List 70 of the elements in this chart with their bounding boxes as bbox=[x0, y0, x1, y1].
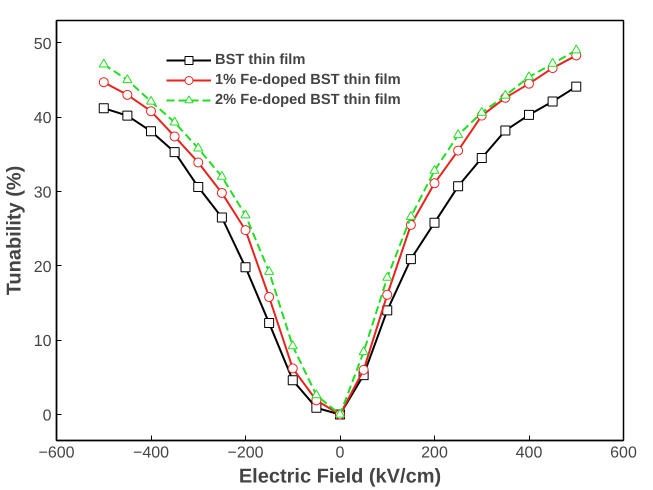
point bbox=[170, 116, 180, 126]
y-tick-label: 30 bbox=[34, 184, 52, 202]
point bbox=[216, 170, 227, 180]
point bbox=[571, 82, 582, 92]
point bbox=[382, 272, 392, 281]
point bbox=[311, 389, 322, 398]
x-tick-label: 400 bbox=[516, 444, 542, 462]
point bbox=[193, 157, 204, 168]
y-tick-label: 50 bbox=[34, 36, 52, 53]
point bbox=[430, 178, 440, 188]
point bbox=[146, 106, 156, 116]
x-tick-label: 600 bbox=[610, 444, 637, 462]
point bbox=[98, 103, 109, 114]
point bbox=[382, 305, 392, 316]
point bbox=[264, 266, 274, 275]
point bbox=[406, 211, 416, 220]
point bbox=[216, 188, 227, 198]
point bbox=[548, 96, 558, 107]
point bbox=[524, 71, 534, 80]
point bbox=[288, 375, 298, 386]
legend-label: BST thin film bbox=[215, 52, 306, 68]
point bbox=[98, 58, 109, 68]
y-tick-label: 0 bbox=[42, 407, 52, 424]
y-tick-label: 40 bbox=[34, 110, 52, 128]
point bbox=[500, 126, 510, 136]
x-tick-label: 200 bbox=[421, 444, 448, 462]
y-axis-title: Tunability (%) bbox=[4, 166, 26, 296]
point bbox=[264, 292, 274, 302]
point bbox=[406, 254, 416, 264]
point bbox=[122, 74, 132, 84]
point bbox=[122, 90, 132, 100]
point bbox=[476, 153, 487, 164]
point bbox=[358, 364, 369, 375]
point bbox=[146, 96, 156, 105]
point bbox=[288, 340, 298, 350]
y-tick-label: 10 bbox=[34, 333, 52, 350]
x-tick-label: −200 bbox=[227, 444, 264, 462]
point bbox=[240, 225, 250, 236]
point bbox=[500, 90, 510, 99]
point bbox=[216, 212, 227, 222]
point bbox=[240, 262, 250, 272]
point bbox=[382, 290, 392, 300]
point bbox=[288, 363, 298, 374]
point bbox=[571, 44, 582, 54]
point bbox=[524, 78, 534, 89]
point bbox=[524, 110, 534, 120]
legend-label: 1% Fe-doped BST thin film bbox=[215, 72, 401, 88]
x-tick-label: 0 bbox=[336, 444, 345, 462]
point bbox=[122, 110, 132, 121]
x-tick-label: −400 bbox=[132, 444, 170, 462]
y-tick-label: 20 bbox=[34, 258, 52, 276]
point bbox=[193, 142, 204, 152]
point bbox=[146, 126, 156, 136]
point bbox=[170, 131, 180, 142]
point bbox=[548, 58, 558, 67]
point bbox=[430, 218, 440, 228]
point bbox=[358, 346, 369, 356]
point bbox=[453, 181, 464, 192]
legend-label: 2% Fe-doped BST thin film bbox=[215, 92, 401, 108]
point bbox=[453, 129, 464, 138]
point bbox=[240, 210, 250, 218]
point bbox=[476, 106, 487, 116]
point bbox=[193, 182, 204, 192]
point bbox=[430, 164, 440, 174]
point bbox=[264, 318, 274, 328]
x-axis-title: Electric Field (kV/cm) bbox=[238, 466, 442, 488]
point bbox=[98, 77, 109, 88]
point bbox=[170, 147, 180, 158]
point bbox=[453, 146, 464, 156]
x-tick-label: −600 bbox=[38, 444, 75, 462]
